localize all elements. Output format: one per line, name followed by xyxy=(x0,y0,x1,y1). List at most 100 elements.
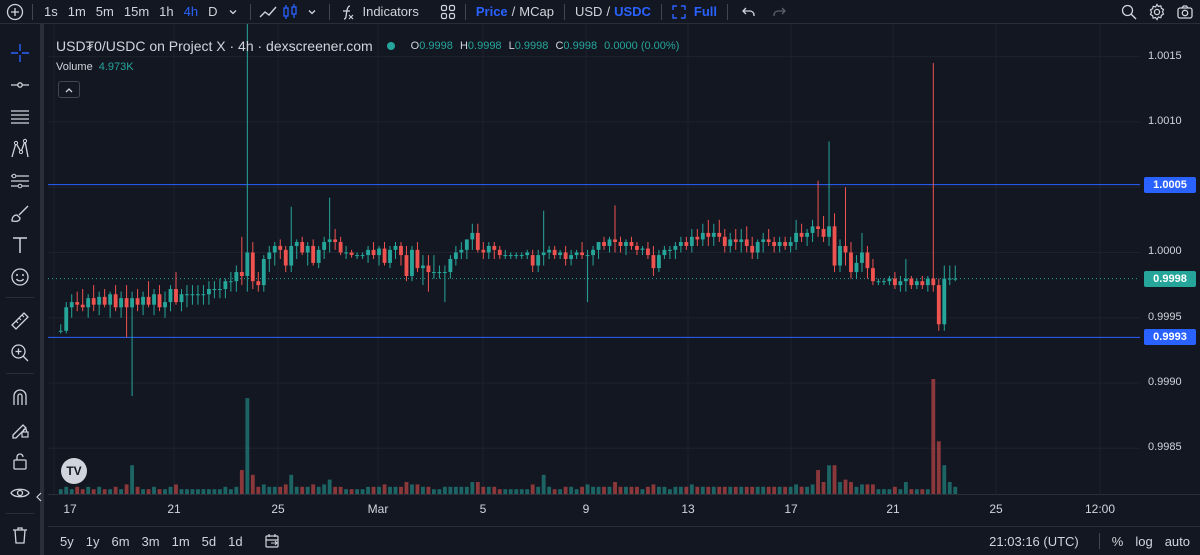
volume-legend: Volume 4.973K xyxy=(56,61,134,73)
usd-toggle[interactable]: USD xyxy=(574,4,603,19)
range-6m[interactable]: 6m xyxy=(111,533,130,549)
volume-bar xyxy=(399,486,403,494)
volume-bar xyxy=(97,486,102,494)
mcap-toggle[interactable]: MCap xyxy=(519,4,554,19)
collapse-toolbar-icon[interactable] xyxy=(34,490,44,504)
ohlc-values: O0.9998 H0.9998 L0.9998 C0.9998 0.0000 (… xyxy=(411,40,680,52)
time-label: 17 xyxy=(63,502,77,516)
timeframe-15m[interactable]: 15m xyxy=(123,4,150,19)
crosshair-icon[interactable] xyxy=(8,41,32,65)
chevron-down-icon[interactable] xyxy=(301,1,323,23)
grid xyxy=(48,24,1140,494)
emoji-icon[interactable] xyxy=(8,265,32,289)
indicators-icon[interactable] xyxy=(336,1,358,23)
volume-bar xyxy=(514,489,519,494)
range-5d[interactable]: 5d xyxy=(201,533,217,549)
volume-bar xyxy=(426,486,431,494)
trash-icon[interactable] xyxy=(8,523,32,547)
auto-toggle[interactable]: auto xyxy=(1164,533,1190,549)
goto-date-icon[interactable] xyxy=(261,530,283,552)
range-1y[interactable]: 1y xyxy=(85,533,100,549)
candlestick-chart[interactable] xyxy=(48,24,1140,494)
candle-body xyxy=(827,226,831,237)
snapshot-camera-icon[interactable] xyxy=(1174,1,1196,23)
divider xyxy=(329,3,331,20)
pattern-tool-icon[interactable] xyxy=(8,137,32,161)
range-1d[interactable]: 1d xyxy=(228,533,243,549)
candle-body xyxy=(585,255,590,257)
price-axis[interactable]: 1.0015 1.0010 1.0005 1.0000 0.9995 0.9990 0.99… xyxy=(1140,24,1200,494)
horizontal-lines-icon[interactable] xyxy=(8,105,32,129)
candle-body xyxy=(558,252,563,256)
timeframe-D[interactable]: D xyxy=(208,4,218,19)
lock-icon[interactable] xyxy=(8,449,32,473)
ruler-icon[interactable] xyxy=(8,309,32,333)
volume-bar xyxy=(892,486,897,494)
prediction-tool-icon[interactable] xyxy=(8,169,32,193)
add-symbol-icon[interactable] xyxy=(4,1,26,23)
volume-bar xyxy=(157,489,162,494)
volume-bars xyxy=(58,379,958,494)
fullscreen-icon[interactable] xyxy=(668,1,690,23)
candle-body xyxy=(947,278,952,280)
volume-bar xyxy=(338,486,343,494)
magnet-icon[interactable] xyxy=(8,385,32,409)
usdc-toggle[interactable]: USDC xyxy=(614,4,651,19)
redo-icon[interactable] xyxy=(768,1,790,23)
collapse-legend-button[interactable] xyxy=(58,81,80,98)
timeframe-1h[interactable]: 1h xyxy=(159,4,174,19)
candles-icon[interactable] xyxy=(279,1,301,23)
time-axis[interactable]: 17 21 25 Mar 5 9 13 17 21 25 12:00 xyxy=(48,494,1200,522)
volume-bar xyxy=(179,489,184,494)
candle-body xyxy=(250,252,255,282)
settings-gear-icon[interactable] xyxy=(1146,1,1168,23)
templates-icon[interactable] xyxy=(437,1,459,23)
timeframe-1m[interactable]: 1m xyxy=(67,4,86,19)
percent-toggle[interactable]: % xyxy=(1111,533,1124,549)
candle-body xyxy=(832,226,837,266)
pair-title: USD₮0/USDC on Project X · 4h · dexscreen… xyxy=(56,38,373,54)
range-5y[interactable]: 5y xyxy=(60,533,74,549)
line-chart-icon[interactable] xyxy=(257,1,279,23)
trend-line-icon[interactable] xyxy=(8,73,32,97)
range-3m[interactable]: 3m xyxy=(141,533,160,549)
candle-body xyxy=(481,249,486,253)
volume-bar xyxy=(294,486,299,494)
undo-icon[interactable] xyxy=(738,1,760,23)
chart-pane[interactable]: USD₮0/USDC on Project X · 4h · dexscreen… xyxy=(48,24,1140,494)
timeframe-5m[interactable]: 5m xyxy=(95,4,114,19)
volume-bar xyxy=(821,482,826,494)
candle-body xyxy=(706,232,711,237)
tradingview-logo[interactable]: TV xyxy=(61,458,87,484)
zoom-in-icon[interactable] xyxy=(8,341,32,365)
eye-icon[interactable] xyxy=(8,481,32,505)
text-tool-icon[interactable] xyxy=(8,233,32,257)
lock-drawing-icon[interactable] xyxy=(8,417,32,441)
log-toggle[interactable]: log xyxy=(1135,533,1153,549)
brush-icon[interactable] xyxy=(8,201,32,225)
candle-body xyxy=(519,255,524,257)
volume-bar xyxy=(459,486,464,494)
price-toggle[interactable]: Price xyxy=(475,4,508,19)
range-1m[interactable]: 1m xyxy=(171,533,190,549)
volume-bar xyxy=(371,486,376,494)
volume-bar xyxy=(124,484,129,494)
candle-body xyxy=(185,294,189,296)
time-label: 21 xyxy=(886,502,900,516)
candle-body xyxy=(678,242,683,246)
chevron-down-icon[interactable] xyxy=(222,1,244,23)
candle-body xyxy=(190,294,195,296)
candle-body xyxy=(876,281,881,283)
candle-body xyxy=(799,232,804,237)
timeframe-4h[interactable]: 4h xyxy=(183,4,199,19)
candle-body xyxy=(739,239,744,243)
volume-bar xyxy=(700,486,705,494)
utc-clock[interactable]: 21:03:16 (UTC) xyxy=(989,533,1079,549)
timeframe-1s[interactable]: 1s xyxy=(44,4,58,19)
indicators-button[interactable]: Indicators xyxy=(362,4,419,19)
candle-body xyxy=(580,252,585,256)
candle-body xyxy=(865,252,870,269)
quick-search-icon[interactable] xyxy=(1118,1,1140,23)
full-button[interactable]: Full xyxy=(693,4,718,19)
